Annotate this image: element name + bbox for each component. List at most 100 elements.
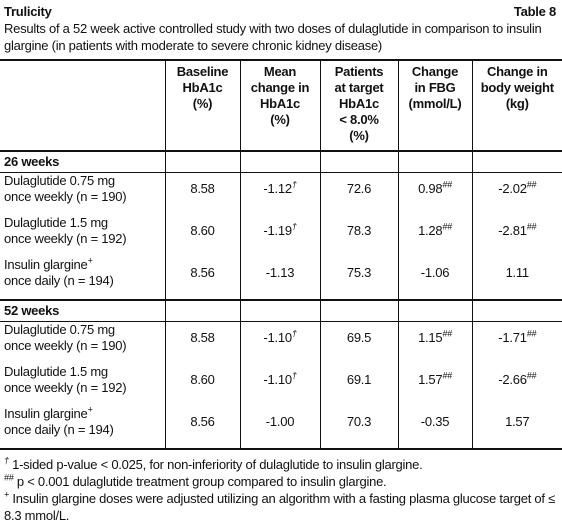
value-cell: 8.58 bbox=[164, 321, 240, 364]
treatment-cell: Dulaglutide 0.75 mg once weekly (n = 190) bbox=[0, 322, 165, 365]
footnote-text: 1-sided p-value < 0.025, for non-inferio… bbox=[8, 457, 423, 472]
caption: Results of a 52 week active controlled s… bbox=[4, 21, 542, 53]
superscript: ## bbox=[442, 221, 452, 232]
value: -1.19 bbox=[263, 223, 292, 238]
empty-cell bbox=[397, 151, 472, 173]
value: 69.5 bbox=[346, 330, 372, 345]
treatment: Dulaglutide 0.75 mg bbox=[4, 322, 115, 337]
value-cell: -2.02## bbox=[471, 172, 562, 215]
value: 8.56 bbox=[190, 265, 215, 280]
footnote: † 1-sided p-value < 0.025, for non-infer… bbox=[4, 456, 558, 473]
value-cell: -1.06 bbox=[397, 257, 472, 300]
data-row: Insulin glargine+ once daily (n = 194) 8.5… bbox=[0, 255, 562, 300]
treatment-cell: Dulaglutide 1.5 mg once weekly (n = 192) bbox=[0, 215, 165, 257]
treatment: Insulin glargine bbox=[4, 257, 88, 272]
value: 1.28 bbox=[418, 223, 443, 238]
value: 75.3 bbox=[346, 265, 372, 280]
value: -1.10 bbox=[263, 372, 292, 387]
value: 69.1 bbox=[346, 372, 372, 387]
footnote-mark: † bbox=[4, 455, 9, 466]
value: -1.12 bbox=[263, 181, 292, 196]
value: 8.60 bbox=[190, 223, 215, 238]
value: -0.35 bbox=[420, 414, 450, 429]
footnote-mark: ## bbox=[4, 472, 14, 483]
value: 1.57 bbox=[418, 372, 443, 387]
footnotes: † 1-sided p-value < 0.025, for non-infer… bbox=[0, 450, 562, 524]
empty-cell bbox=[239, 300, 320, 322]
value-cell: 8.60 bbox=[164, 364, 240, 406]
footnote: + Insulin glargine doses were adjusted u… bbox=[4, 490, 558, 524]
section-row: 26 weeks bbox=[0, 151, 562, 173]
value-cell: -1.00 bbox=[239, 406, 320, 449]
value: 1.11 bbox=[505, 265, 530, 280]
empty-cell bbox=[471, 300, 562, 322]
value-cell: 1.57 bbox=[471, 406, 562, 449]
treatment-cell: Dulaglutide 1.5 mg once weekly (n = 192) bbox=[0, 364, 165, 406]
column-header: Baseline HbA1c (%) bbox=[164, 60, 240, 151]
treatment-line: Dulaglutide 1.5 mg bbox=[4, 215, 161, 231]
data-row: Insulin glargine+ once daily (n = 194) 8.5… bbox=[0, 405, 562, 449]
results-table: Baseline HbA1c (%) Mean change in HbA1c (… bbox=[0, 59, 562, 450]
value: 78.3 bbox=[346, 223, 372, 238]
column-header: Change in body weight (kg) bbox=[471, 60, 562, 151]
data-row: Dulaglutide 1.5 mg once weekly (n = 192) 8… bbox=[0, 215, 562, 257]
value: -1.06 bbox=[420, 265, 450, 280]
value-cell: 1.15## bbox=[397, 321, 472, 364]
value-cell: -0.35 bbox=[397, 406, 472, 449]
treatment-line: Insulin glargine+ bbox=[4, 255, 161, 273]
empty-cell bbox=[471, 151, 562, 173]
value-cell: -1.71## bbox=[471, 321, 562, 364]
treatment-line: Insulin glargine+ bbox=[4, 405, 161, 422]
superscript: † bbox=[291, 179, 297, 190]
regimen: once weekly (n = 192) bbox=[4, 231, 127, 246]
value: -1.10 bbox=[263, 330, 292, 345]
superscript: † bbox=[291, 370, 297, 381]
value: 1.15 bbox=[418, 330, 443, 345]
value-cell: -1.12† bbox=[239, 172, 320, 215]
superscript: + bbox=[87, 255, 93, 266]
regimen: once daily (n = 194) bbox=[4, 273, 114, 288]
footnote: ## p < 0.001 dulaglutide treatment group… bbox=[4, 473, 558, 490]
value-cell: 72.6 bbox=[319, 172, 398, 215]
treatment-line: Dulaglutide 0.75 mg bbox=[4, 322, 161, 338]
value: -1.13 bbox=[265, 265, 295, 280]
page: Trulicity Table 8 Results of a 52 week a… bbox=[0, 4, 562, 523]
treatment-cell: Insulin glargine+ once daily (n = 194) bbox=[0, 405, 165, 449]
regimen: once weekly (n = 190) bbox=[4, 189, 127, 204]
value: -2.02 bbox=[498, 181, 527, 196]
value: -2.81 bbox=[498, 223, 527, 238]
value-cell: 70.3 bbox=[319, 406, 398, 449]
section-row: 52 weeks bbox=[0, 300, 562, 322]
superscript: ## bbox=[442, 328, 452, 339]
value-cell: 1.11 bbox=[471, 257, 562, 300]
value-cell: 75.3 bbox=[319, 257, 398, 300]
superscript: ## bbox=[526, 370, 537, 381]
value: 0.98 bbox=[418, 181, 443, 196]
footnote-text: Insulin glargine doses were adjusted uti… bbox=[4, 491, 556, 523]
treatment: Dulaglutide 1.5 mg bbox=[4, 364, 108, 379]
value: -1.71 bbox=[498, 330, 527, 345]
value-cell: 0.98## bbox=[397, 172, 472, 215]
value-cell: 8.60 bbox=[164, 215, 240, 257]
column-header: Patients at target HbA1c < 8.0% (%) bbox=[319, 60, 398, 151]
value-cell: 78.3 bbox=[319, 215, 398, 257]
treatment-cell: Insulin glargine+ once daily (n = 194) bbox=[0, 255, 165, 300]
treatment-line: Dulaglutide 0.75 mg bbox=[4, 173, 161, 189]
value-cell: 1.57## bbox=[397, 364, 472, 406]
section-label: 52 weeks bbox=[0, 300, 165, 322]
value-cell: 69.5 bbox=[319, 321, 398, 364]
empty-cell bbox=[164, 300, 240, 322]
value: 1.57 bbox=[505, 414, 530, 429]
value: 70.3 bbox=[346, 414, 372, 429]
value-cell: 1.28## bbox=[397, 215, 472, 257]
section-label: 26 weeks bbox=[0, 151, 165, 173]
treatment: Dulaglutide 0.75 mg bbox=[4, 173, 115, 188]
header-row: Baseline HbA1c (%) Mean change in HbA1c (… bbox=[0, 60, 562, 151]
treatment-line: Dulaglutide 1.5 mg bbox=[4, 364, 161, 380]
treatment-cell: Dulaglutide 0.75 mg once weekly (n = 190) bbox=[0, 173, 165, 216]
footnote-text: p < 0.001 dulaglutide treatment group co… bbox=[13, 474, 387, 489]
value-cell: 8.56 bbox=[164, 406, 240, 449]
value-cell: -2.81## bbox=[471, 215, 562, 257]
value-cell: -1.10† bbox=[239, 321, 320, 364]
data-row: Dulaglutide 1.5 mg once weekly (n = 192) 8… bbox=[0, 364, 562, 406]
